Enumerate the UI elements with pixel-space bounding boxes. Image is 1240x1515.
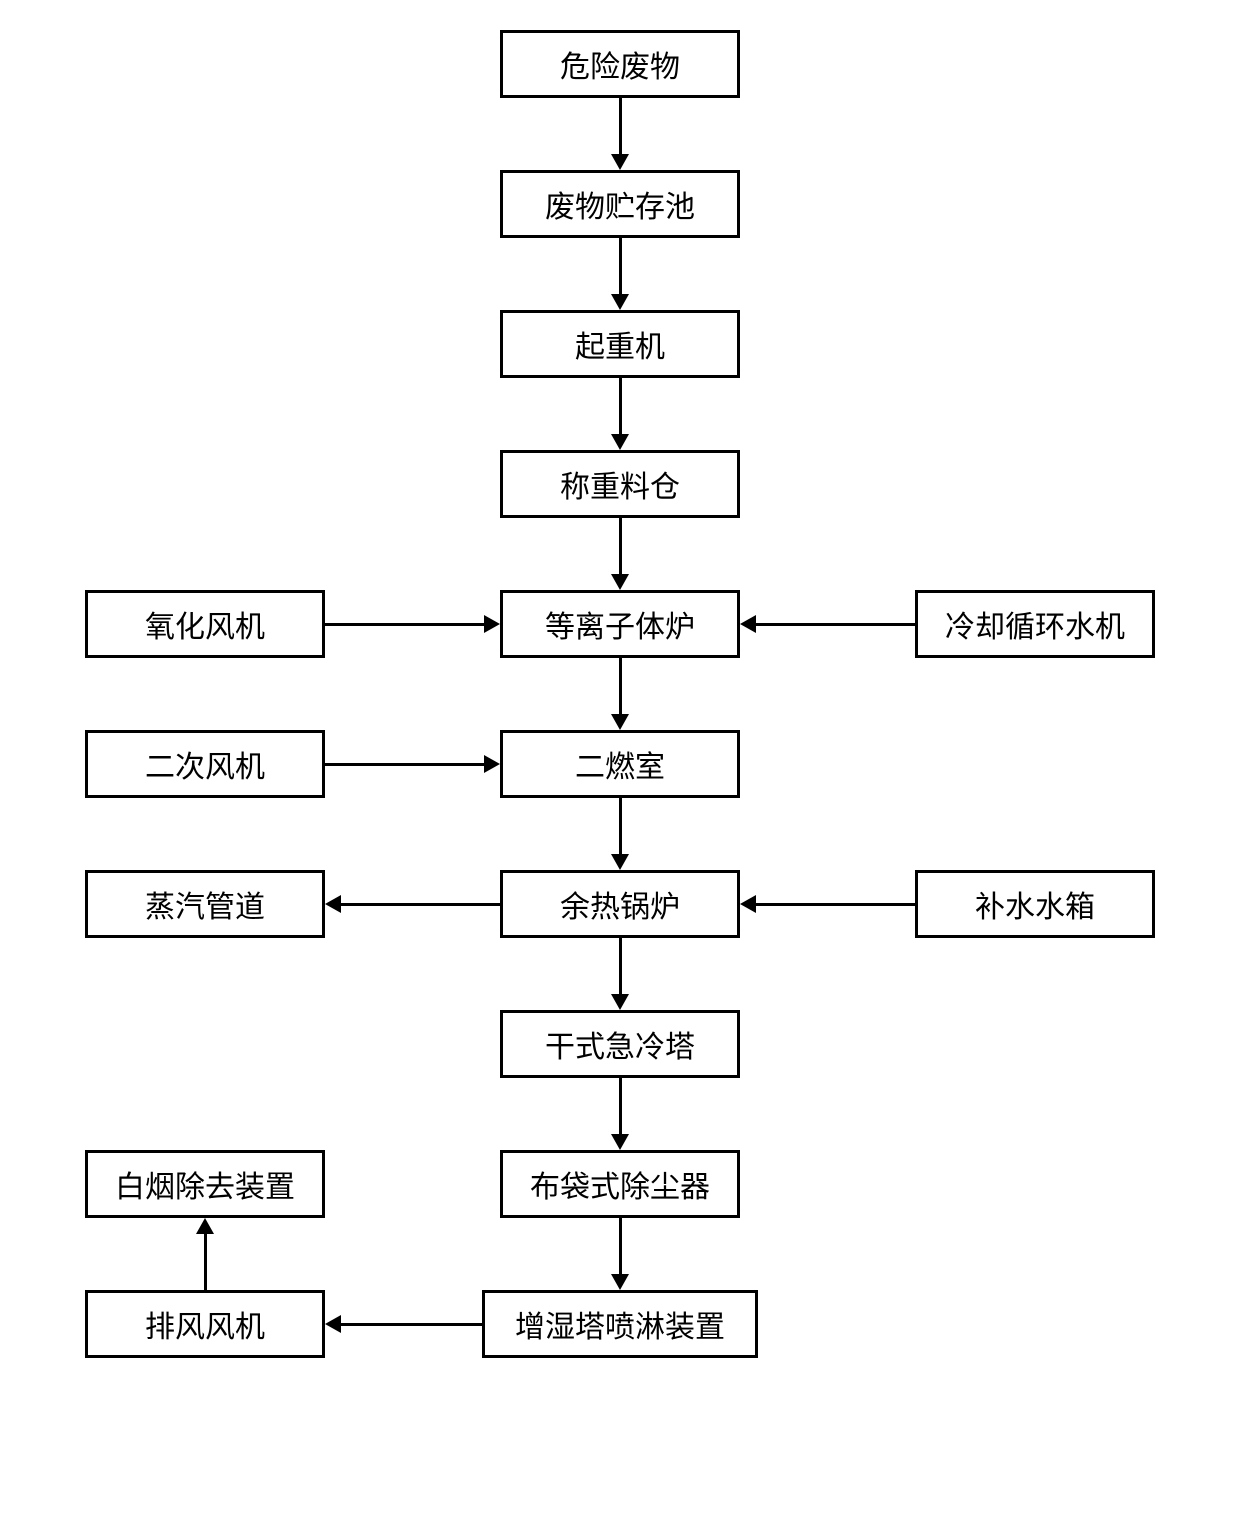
arrow-down-icon — [611, 518, 629, 590]
node-label: 二燃室 — [575, 742, 665, 786]
arrow-down-icon — [611, 938, 629, 1010]
node-label: 排风风机 — [145, 1302, 265, 1346]
node-hazardous-waste: 危险废物 — [500, 30, 740, 98]
arrow-up-icon — [196, 1218, 214, 1290]
node-white-smoke-remove: 白烟除去装置 — [85, 1150, 325, 1218]
node-bag-filter: 布袋式除尘器 — [500, 1150, 740, 1218]
node-label: 补水水箱 — [975, 882, 1095, 926]
node-steam-pipe: 蒸汽管道 — [85, 870, 325, 938]
node-label: 氧化风机 — [145, 602, 265, 646]
node-label: 废物贮存池 — [545, 182, 695, 226]
node-plasma-furnace: 等离子体炉 — [500, 590, 740, 658]
arrow-right-icon — [325, 755, 500, 773]
node-dry-quench-tower: 干式急冷塔 — [500, 1010, 740, 1078]
arrow-down-icon — [611, 238, 629, 310]
node-label: 称重料仓 — [560, 462, 680, 506]
node-label: 干式急冷塔 — [545, 1022, 695, 1066]
node-humidifier-spray: 增湿塔喷淋装置 — [482, 1290, 758, 1358]
node-label: 等离子体炉 — [545, 602, 695, 646]
node-exhaust-fan: 排风风机 — [85, 1290, 325, 1358]
node-label: 危险废物 — [560, 42, 680, 86]
arrow-right-icon — [325, 615, 500, 633]
node-secondary-fan: 二次风机 — [85, 730, 325, 798]
arrow-down-icon — [611, 98, 629, 170]
node-weighing-bin: 称重料仓 — [500, 450, 740, 518]
node-waste-storage: 废物贮存池 — [500, 170, 740, 238]
arrow-down-icon — [611, 658, 629, 730]
node-label: 冷却循环水机 — [945, 602, 1125, 646]
arrow-down-icon — [611, 798, 629, 870]
arrow-left-icon — [325, 1315, 482, 1333]
node-oxidation-fan: 氧化风机 — [85, 590, 325, 658]
arrow-left-icon — [740, 895, 915, 913]
arrow-down-icon — [611, 1218, 629, 1290]
node-label: 余热锅炉 — [560, 882, 680, 926]
node-secondary-chamber: 二燃室 — [500, 730, 740, 798]
node-label: 布袋式除尘器 — [530, 1162, 710, 1206]
node-label: 二次风机 — [145, 742, 265, 786]
arrow-left-icon — [740, 615, 915, 633]
arrow-down-icon — [611, 1078, 629, 1150]
arrow-left-icon — [325, 895, 500, 913]
node-label: 增湿塔喷淋装置 — [515, 1302, 725, 1346]
node-waste-heat-boiler: 余热锅炉 — [500, 870, 740, 938]
node-water-tank: 补水水箱 — [915, 870, 1155, 938]
node-label: 蒸汽管道 — [145, 882, 265, 926]
node-cooling-water: 冷却循环水机 — [915, 590, 1155, 658]
node-label: 白烟除去装置 — [115, 1162, 295, 1206]
arrow-down-icon — [611, 378, 629, 450]
node-crane: 起重机 — [500, 310, 740, 378]
node-label: 起重机 — [575, 322, 665, 366]
